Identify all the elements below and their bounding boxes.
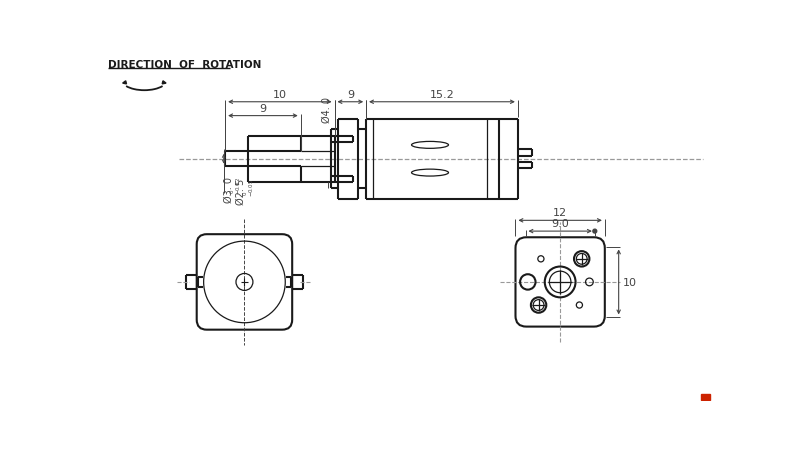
Text: 10: 10	[273, 89, 287, 100]
Text: 15.2: 15.2	[430, 89, 454, 100]
Text: $^{\ 0}_{-0.02}$: $^{\ 0}_{-0.02}$	[229, 176, 243, 194]
Text: DIRECTION  OF  ROTATION: DIRECTION OF ROTATION	[108, 60, 262, 69]
Text: Ø2. 5: Ø2. 5	[235, 179, 246, 205]
Text: Ø4. 0: Ø4. 0	[322, 97, 332, 123]
Text: 9: 9	[346, 89, 354, 100]
Circle shape	[593, 230, 597, 234]
Text: 12: 12	[553, 208, 567, 218]
Text: $^{\ 0}_{-0.05}$: $^{\ 0}_{-0.05}$	[241, 179, 256, 197]
Text: 9: 9	[259, 103, 266, 113]
Text: Ø3. 0: Ø3. 0	[224, 176, 234, 202]
Polygon shape	[122, 82, 126, 85]
Polygon shape	[162, 82, 166, 85]
Bar	[701, 394, 710, 400]
Text: 9.0: 9.0	[551, 219, 569, 229]
Text: 10: 10	[622, 277, 637, 287]
